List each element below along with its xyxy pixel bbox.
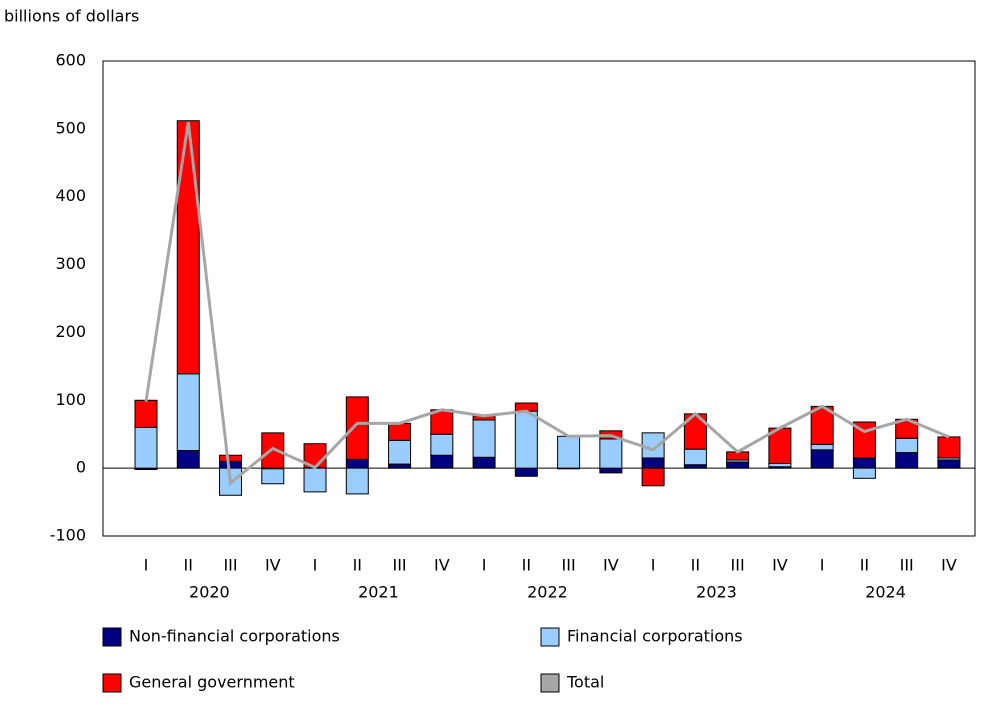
x-tick-label: II — [184, 556, 193, 575]
bar — [345, 467, 369, 495]
bar — [345, 396, 369, 460]
x-tick-label: III — [392, 556, 406, 575]
bar — [176, 120, 200, 375]
bar — [176, 450, 200, 469]
x-tick-label: III — [223, 556, 237, 575]
year-label: 2022 — [527, 583, 568, 602]
bar — [641, 432, 665, 459]
year-label: 2021 — [358, 583, 399, 602]
bar — [388, 439, 412, 465]
legend-swatch — [102, 673, 122, 693]
bar — [726, 461, 750, 469]
x-tick-label: III — [900, 556, 914, 575]
bar — [134, 426, 158, 469]
legend-label: Financial corporations — [567, 627, 743, 646]
bar — [768, 462, 792, 468]
x-tick-label: I — [651, 556, 656, 575]
bar — [895, 437, 919, 454]
x-tick-label: IV — [772, 556, 788, 575]
x-tick-label: II — [691, 556, 700, 575]
bar — [514, 410, 538, 469]
bar — [345, 458, 369, 469]
legend-label: Total — [566, 673, 604, 692]
bar — [134, 399, 158, 428]
y-tick-label: 0 — [76, 458, 86, 477]
bar — [852, 467, 876, 479]
bar — [472, 419, 496, 458]
x-tick-label: II — [353, 556, 362, 575]
bar — [261, 468, 285, 485]
bar — [599, 438, 623, 469]
total-line — [144, 121, 950, 486]
y-tick-label: 500 — [55, 118, 86, 137]
bar — [388, 463, 412, 469]
year-label: 2024 — [865, 583, 906, 602]
y-tick-label: -100 — [50, 526, 86, 545]
x-tick-label: IV — [434, 556, 450, 575]
y-tick-label: 100 — [55, 390, 86, 409]
bar — [599, 467, 623, 474]
bar — [176, 373, 200, 452]
bar — [430, 454, 454, 469]
bar — [472, 456, 496, 469]
bar — [430, 433, 454, 456]
y-tick-label: 200 — [55, 322, 86, 341]
x-tick-label: I — [482, 556, 487, 575]
bar — [641, 467, 665, 487]
bar — [514, 467, 538, 477]
x-tick-label: I — [144, 556, 149, 575]
y-tick-label: 300 — [55, 254, 86, 273]
legend-swatch — [540, 673, 560, 693]
x-tick-label: II — [522, 556, 531, 575]
x-tick-label: I — [313, 556, 318, 575]
y-tick-label: 600 — [55, 51, 86, 70]
bar — [303, 467, 327, 493]
plot-frame — [102, 60, 976, 537]
bar — [683, 464, 707, 469]
bar — [557, 435, 581, 469]
x-tick-label: IV — [603, 556, 619, 575]
legend-label: Non-financial corporations — [129, 627, 340, 646]
bar — [261, 432, 285, 469]
x-tick-label: III — [562, 556, 576, 575]
year-label: 2020 — [189, 583, 230, 602]
x-tick-label: III — [731, 556, 745, 575]
bar — [810, 449, 834, 469]
y-tick-label: 400 — [55, 186, 86, 205]
x-tick-label: II — [860, 556, 869, 575]
x-tick-label: I — [820, 556, 825, 575]
bar — [895, 452, 919, 469]
x-tick-label: IV — [265, 556, 281, 575]
bar — [810, 443, 834, 451]
legend-swatch — [102, 627, 122, 647]
bar — [937, 436, 961, 459]
legend-label: General government — [129, 673, 295, 692]
bar — [937, 459, 961, 469]
bar — [388, 422, 412, 441]
y-axis-label: billions of dollars — [4, 7, 139, 26]
bar — [683, 448, 707, 466]
legend-swatch — [540, 627, 560, 647]
bar — [641, 457, 665, 469]
year-label: 2023 — [696, 583, 737, 602]
bar — [219, 454, 243, 462]
bar — [219, 460, 243, 469]
x-tick-label: IV — [941, 556, 957, 575]
bar — [852, 457, 876, 469]
